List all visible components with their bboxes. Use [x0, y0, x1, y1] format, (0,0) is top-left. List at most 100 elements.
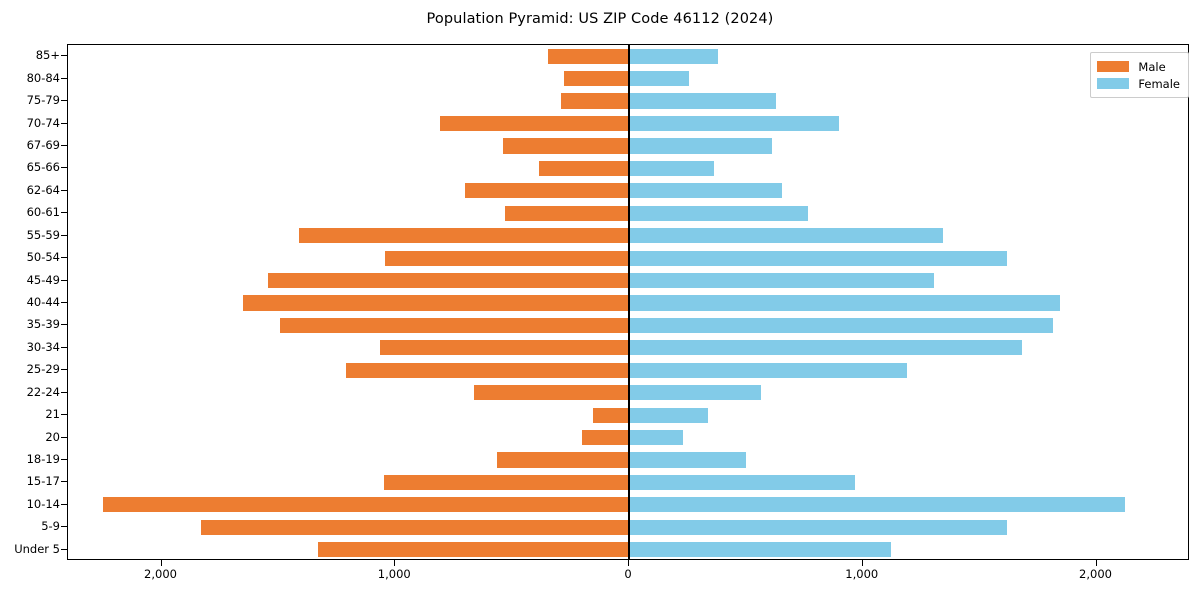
y-axis-tick-mark [61, 302, 67, 303]
bar-male [439, 115, 629, 132]
y-axis-labels: 85+ 80-84 75-79 70-74 67-69 65-66 62-64 60-61 55… [0, 44, 60, 560]
bar-male [592, 407, 629, 423]
bar-row [68, 449, 1188, 471]
bar-male [548, 48, 629, 64]
y-axis-tick-label: 80-84 [26, 70, 60, 85]
bar-row [68, 539, 1188, 559]
bar-female [629, 317, 1054, 333]
x-axis-tick-label: 2,000 [1079, 567, 1112, 581]
x-axis-tick-mark [1095, 560, 1097, 566]
bar-female [629, 385, 762, 401]
y-axis-tick-mark [61, 548, 67, 550]
x-axis-tick-label: 1,000 [377, 567, 411, 581]
bar-female [629, 115, 840, 132]
bar-male [561, 93, 629, 109]
y-axis-tick-mark [61, 481, 67, 483]
y-axis-ticks [0, 44, 67, 560]
bar-female [629, 228, 944, 244]
x-axis-tick-mark [160, 560, 162, 566]
y-axis-tick-mark [61, 212, 67, 214]
legend-entry[interactable]: Male [1097, 58, 1180, 75]
bar-female [629, 183, 783, 199]
bar-male [346, 362, 629, 378]
bar-row [68, 382, 1188, 404]
bar-male [279, 317, 629, 333]
y-axis-tick-label: 21 [45, 407, 60, 422]
y-axis-tick-label: 5-9 [41, 519, 60, 534]
x-axis-tick-mark [628, 560, 629, 566]
y-axis-tick-mark [61, 234, 67, 236]
bar-female [629, 542, 891, 558]
x-axis-tick-mark [394, 560, 396, 566]
bar-female [629, 93, 777, 109]
bar-male [267, 272, 629, 289]
bar-row [68, 180, 1188, 202]
y-axis-tick-mark [61, 369, 67, 371]
bar-row [68, 494, 1188, 516]
y-axis-tick-label: 40-44 [26, 295, 60, 309]
y-axis-tick-label: 50-54 [26, 250, 60, 265]
bar-row [68, 292, 1188, 314]
y-axis-tick-mark [61, 279, 67, 281]
bar-row [68, 359, 1188, 381]
bar-male [563, 71, 629, 87]
y-axis-tick-label: 70-74 [26, 115, 60, 130]
bars-layer [68, 45, 1188, 559]
bar-male [103, 497, 629, 513]
legend-swatch-male [1097, 61, 1130, 72]
bar-male [582, 429, 629, 446]
bar-row [68, 516, 1188, 538]
y-axis-tick-mark [61, 324, 67, 326]
bar-row [68, 45, 1188, 67]
y-axis-tick-label: 25-29 [26, 362, 60, 377]
bar-female [629, 362, 908, 378]
bar-row [68, 269, 1188, 291]
bar-male [496, 452, 629, 468]
y-axis-tick-mark [61, 77, 67, 79]
y-axis-tick-label: 45-49 [26, 272, 60, 287]
bar-row [68, 247, 1188, 269]
bar-female [629, 250, 1007, 266]
bar-male [318, 542, 629, 558]
y-axis-tick-mark [61, 346, 67, 348]
legend-label: Female [1138, 76, 1180, 91]
bar-female [629, 474, 855, 491]
legend-entry[interactable]: Female [1097, 75, 1180, 92]
bar-female [629, 48, 718, 64]
y-axis-tick-label: 62-64 [26, 182, 60, 197]
x-axis-ticks: 2,000 1,000 0 1,000 2,000 [67, 560, 1189, 590]
bar-female [629, 272, 935, 289]
bar-row [68, 67, 1188, 89]
bar-male [380, 340, 629, 356]
bar-male [465, 183, 629, 199]
bar-row [68, 202, 1188, 224]
y-axis-tick-mark [61, 436, 67, 438]
bar-row [68, 337, 1188, 359]
bar-female [629, 205, 808, 221]
legend-label: Male [1138, 59, 1166, 74]
bar-male [502, 138, 629, 154]
bar-female [629, 429, 683, 446]
plot-area [67, 44, 1189, 560]
y-axis-tick-mark [61, 122, 67, 124]
bar-row [68, 112, 1188, 134]
y-axis-tick-label: 67-69 [26, 137, 60, 152]
bar-female [629, 452, 746, 468]
bar-male [539, 160, 629, 176]
y-axis-tick-mark [61, 189, 67, 191]
y-axis-tick-label: 20 [45, 429, 60, 444]
bar-male [505, 205, 629, 221]
bar-row [68, 404, 1188, 426]
bar-male [383, 474, 629, 491]
bar-female [629, 295, 1061, 311]
x-axis-tick-label: 0 [624, 567, 632, 581]
chart-legend[interactable]: Male Female [1090, 52, 1189, 98]
bar-row [68, 471, 1188, 493]
y-axis-tick-mark [61, 526, 67, 528]
y-axis-tick-label: 85+ [35, 48, 60, 63]
y-axis-tick-mark [61, 167, 67, 169]
bar-row [68, 157, 1188, 179]
y-axis-tick-mark [61, 414, 67, 416]
y-axis-tick-label: 15-17 [26, 474, 60, 489]
